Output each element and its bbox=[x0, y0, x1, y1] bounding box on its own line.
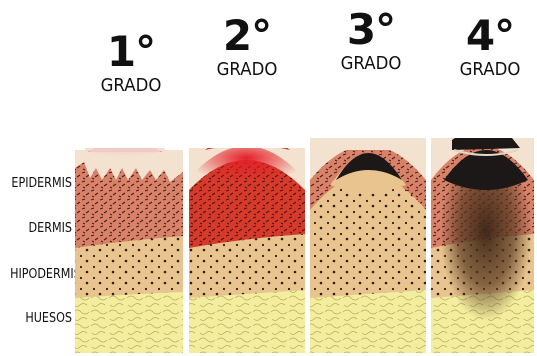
grade-4-number: 4° bbox=[465, 11, 515, 60]
panel-separator bbox=[305, 130, 310, 356]
grade-3-header: 3° GRADO bbox=[336, 8, 406, 74]
panel-separator bbox=[426, 130, 431, 356]
grade-2-header: 2° GRADO bbox=[212, 14, 282, 80]
panel-grade-4 bbox=[431, 138, 534, 353]
grade-2-number: 2° bbox=[222, 11, 272, 60]
layer-label-huesos: HUESOS bbox=[25, 311, 72, 326]
grade-4-label: GRADO bbox=[459, 59, 521, 80]
grade-1-number: 1° bbox=[106, 27, 156, 76]
layer-label-dermis: DERMIS bbox=[28, 221, 72, 236]
panel-grade-1 bbox=[75, 148, 183, 353]
grade-3-number: 3° bbox=[346, 5, 396, 54]
panel-separator bbox=[183, 140, 189, 356]
layer-label-epidermis: EPIDERMIS bbox=[11, 176, 73, 191]
panel-grade-2 bbox=[189, 148, 305, 353]
panel-grade-3 bbox=[310, 138, 426, 353]
grade-3-label: GRADO bbox=[340, 53, 402, 74]
grade-1-label: GRADO bbox=[100, 75, 162, 96]
layer-label-hipodermis: HIPODERMIS bbox=[10, 267, 81, 282]
grade-4-header: 4° GRADO bbox=[455, 14, 525, 80]
grade-1-header: 1° GRADO bbox=[96, 30, 166, 96]
grade-2-label: GRADO bbox=[216, 59, 278, 80]
